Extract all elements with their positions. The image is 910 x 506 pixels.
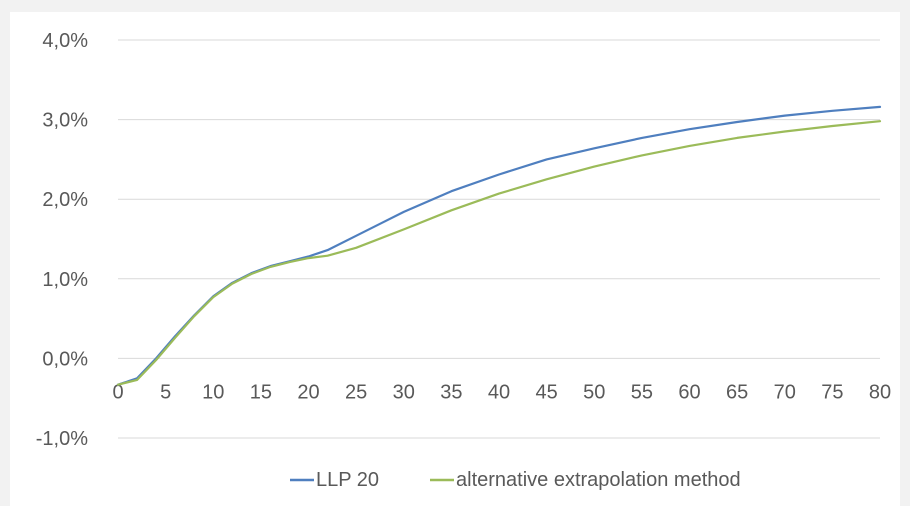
series-lines [116, 105, 882, 386]
x-tick-label: 20 [297, 381, 319, 403]
y-axis-tick-labels: 4,0% 3,0% 2,0% 1,0% 0,0% -1,0% [36, 30, 88, 450]
series-line-llp-20 [116, 105, 882, 386]
x-tick-label: 10 [202, 381, 224, 403]
x-tick-label: 75 [821, 381, 843, 403]
x-tick-label: 35 [440, 381, 462, 403]
x-tick-label: 40 [488, 381, 510, 403]
y-tick-label: 1,0% [42, 269, 88, 291]
x-tick-label: 65 [726, 381, 748, 403]
x-tick-label: 70 [774, 381, 796, 403]
x-axis-tick-labels: 0 5 10 15 20 25 30 35 40 45 50 55 60 65 70 75 80 [112, 381, 891, 403]
chart-card [10, 12, 900, 506]
x-tick-label: 45 [536, 381, 558, 403]
y-tick-label: 3,0% [42, 110, 88, 132]
x-tick-label: 50 [583, 381, 605, 403]
y-tick-label: 2,0% [42, 189, 88, 211]
x-tick-label: 25 [345, 381, 367, 403]
gridlines [118, 39, 880, 439]
legend: LLP 20 alternative extrapolation method [290, 469, 741, 491]
x-tick-label: 55 [631, 381, 653, 403]
series-line-alternative-extrapolation [116, 120, 882, 386]
y-tick-label: 0,0% [42, 348, 88, 370]
x-tick-label: 15 [250, 381, 272, 403]
y-tick-label: 4,0% [42, 30, 88, 52]
x-tick-label: 0 [112, 381, 123, 403]
x-tick-label: 30 [393, 381, 415, 403]
y-tick-label: -1,0% [36, 428, 88, 450]
x-tick-label: 80 [869, 381, 891, 403]
x-tick-label: 5 [160, 381, 171, 403]
legend-label: alternative extrapolation method [456, 469, 741, 491]
x-tick-label: 60 [678, 381, 700, 403]
legend-label: LLP 20 [316, 469, 379, 491]
